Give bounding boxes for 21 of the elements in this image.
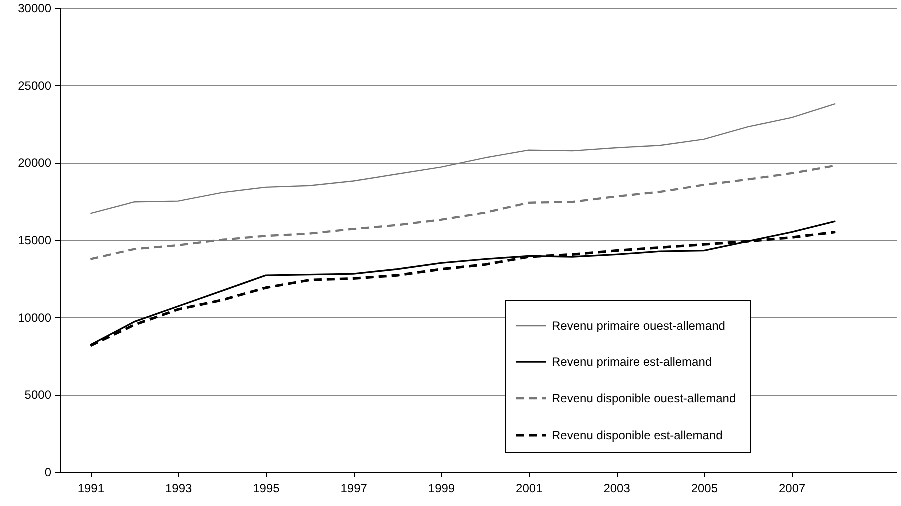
x-tick-label: 1999 — [428, 482, 456, 496]
x-tick-label: 1991 — [78, 482, 105, 496]
x-tick-label: 2005 — [691, 482, 718, 496]
y-tick-label: 5000 — [24, 388, 52, 402]
x-tick-label: 1993 — [165, 482, 192, 496]
line-series — [90, 103, 836, 214]
x-tick-label: 2007 — [778, 482, 806, 496]
x-tick-label: 1995 — [253, 482, 280, 496]
legend-label: Revenu primaire ouest-allemand — [552, 319, 726, 333]
x-tick-label: 1997 — [340, 482, 368, 496]
x-tick-label: 2003 — [604, 482, 631, 496]
y-tick-label: 30000 — [18, 2, 52, 16]
legend-label: Revenu disponible est-allemand — [552, 428, 723, 442]
y-tick-label: 15000 — [18, 234, 52, 248]
y-tick-label: 20000 — [18, 156, 52, 170]
y-tick-label: 10000 — [18, 310, 52, 325]
legend-label: Revenu primaire est-allemand — [552, 355, 712, 369]
y-tick-label: 25000 — [18, 78, 52, 93]
legend-label: Revenu disponible ouest-allemand — [552, 392, 736, 406]
y-tick-label: 0 — [44, 466, 52, 480]
x-tick-label: 2001 — [516, 482, 544, 496]
